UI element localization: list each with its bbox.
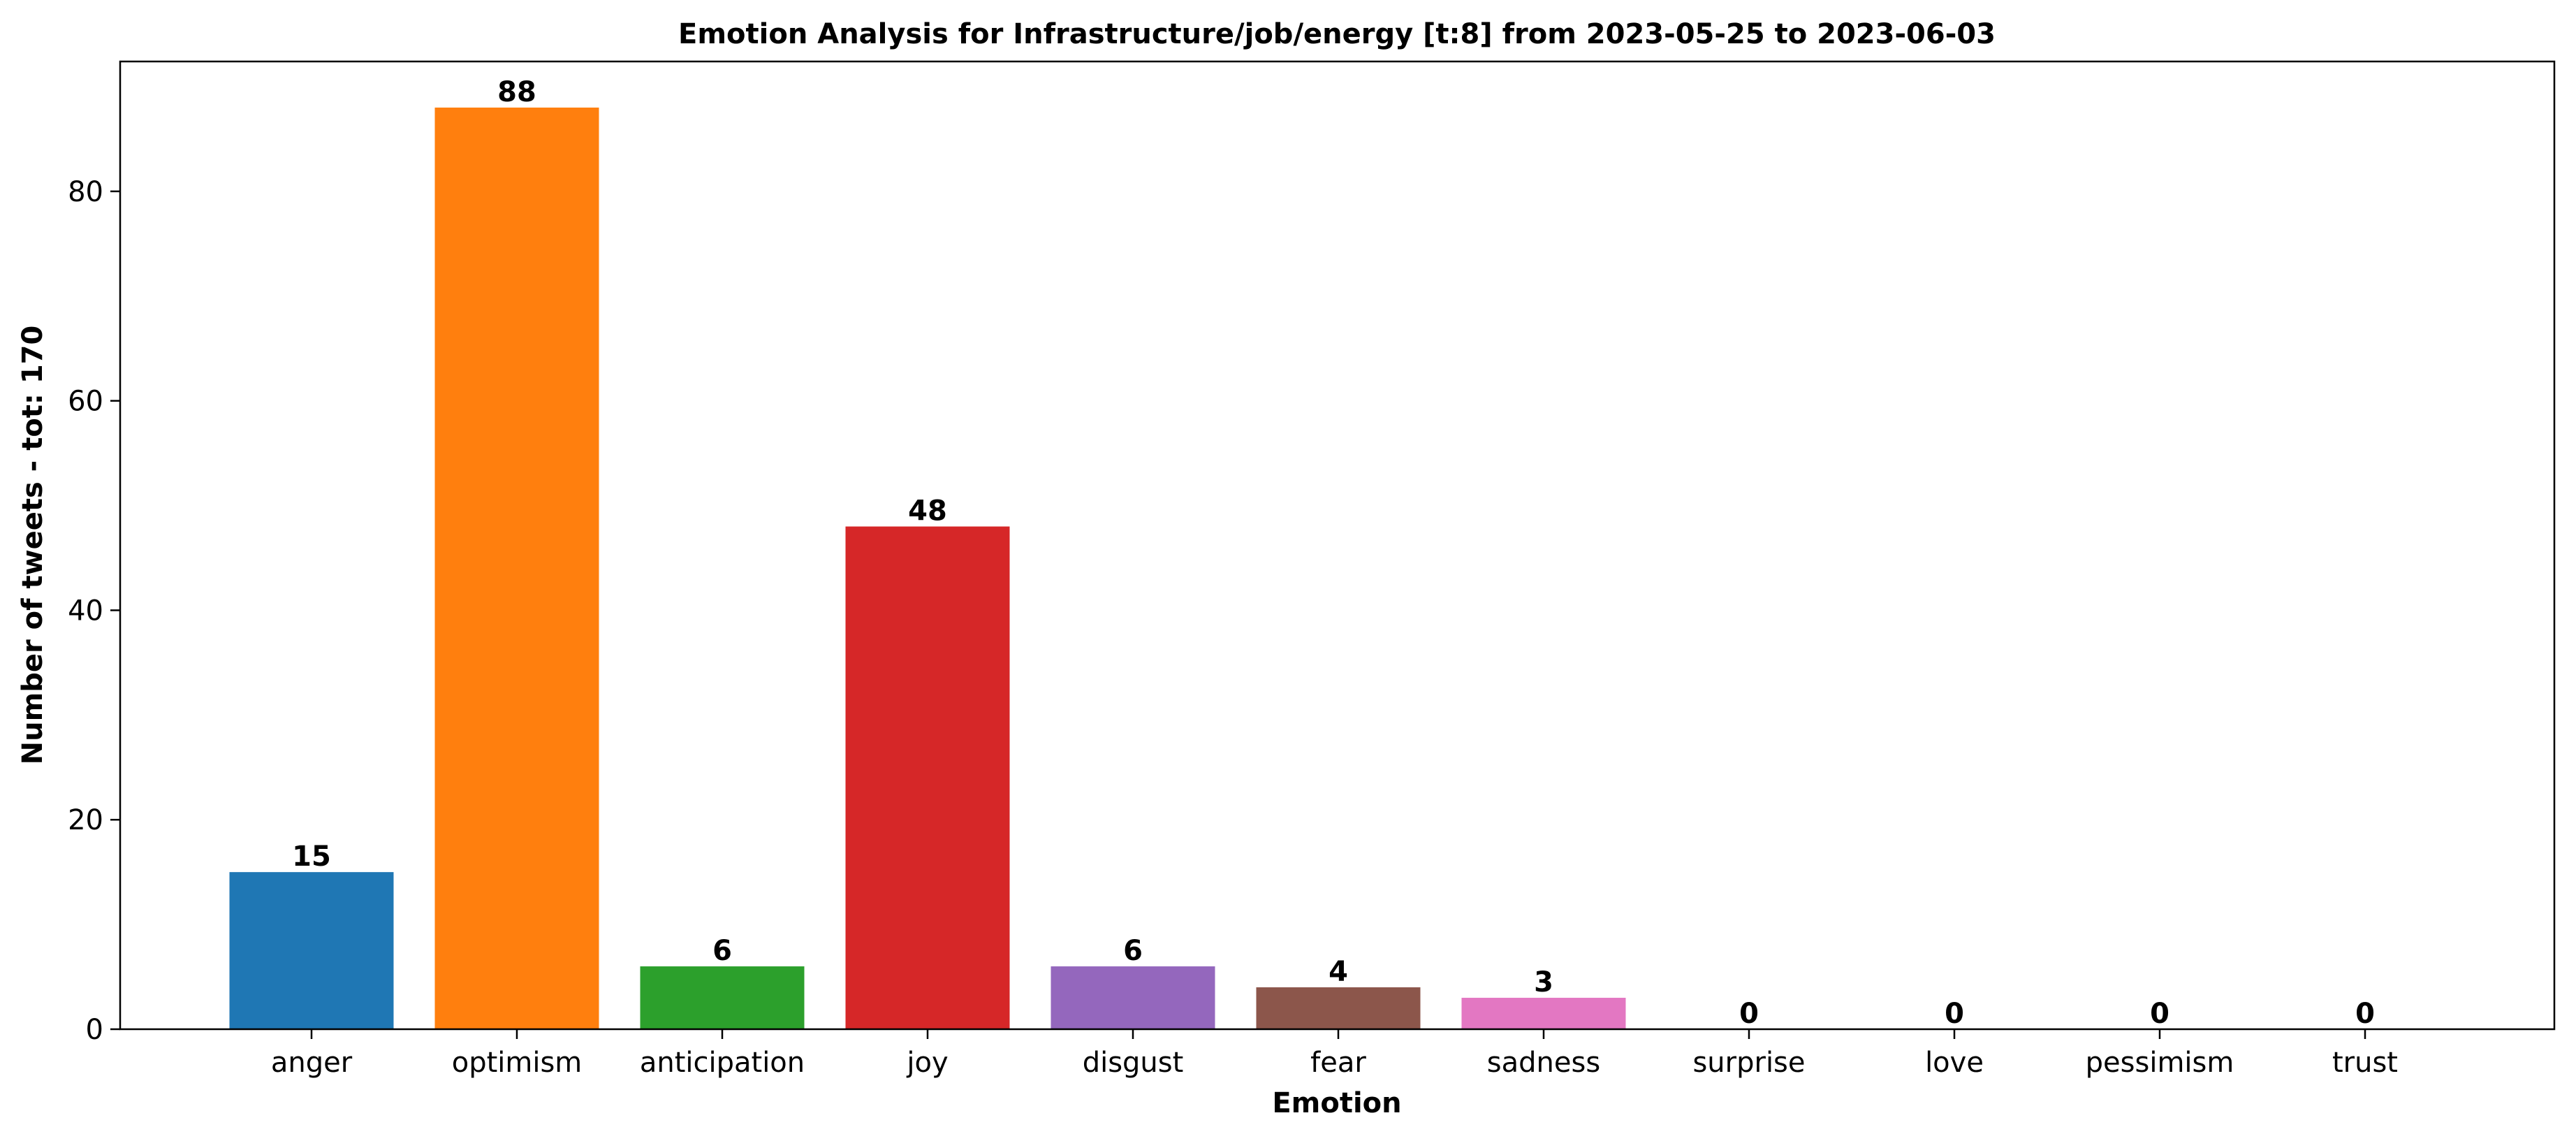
bar-disgust [1051, 966, 1215, 1029]
x-tick-label-love: love [1925, 1047, 1984, 1079]
y-tick-label-80: 80 [68, 176, 103, 208]
data-label-anger: 15 [292, 841, 331, 873]
bar-joy [845, 526, 1010, 1029]
bar-fear [1256, 987, 1421, 1029]
bar-sadness [1461, 998, 1626, 1029]
data-label-disgust: 6 [1123, 935, 1143, 967]
bar-anger [229, 872, 394, 1029]
ticks-layer: anger optimism anticipation joy disgust fear s… [68, 176, 2398, 1079]
data-label-anticipation: 6 [712, 935, 732, 967]
data-label-pessimism: 0 [2150, 998, 2169, 1030]
x-axis-label: Emotion [1272, 1087, 1401, 1119]
bar-anticipation [640, 966, 805, 1029]
chart-title: Emotion Analysis for Infrastructure/job/… [678, 18, 1996, 50]
x-tick-label-disgust: disgust [1083, 1047, 1184, 1079]
x-tick-label-anger: anger [271, 1047, 353, 1079]
x-tick-label-optimism: optimism [452, 1047, 583, 1079]
data-label-trust: 0 [2355, 998, 2375, 1030]
y-axis-label: Number of tweets - tot: 170 [17, 326, 49, 765]
x-tick-label-anticipation: anticipation [640, 1047, 805, 1079]
y-tick-label-60: 60 [68, 386, 103, 418]
data-label-sadness: 3 [1534, 966, 1553, 998]
data-label-optimism: 88 [497, 76, 536, 108]
x-tick-label-fear: fear [1310, 1047, 1366, 1079]
x-tick-label-surprise: surprise [1692, 1047, 1805, 1079]
data-label-surprise: 0 [1739, 998, 1759, 1030]
bars-layer: 15 88 6 48 6 4 3 0 0 0 0 [229, 76, 2375, 1030]
x-tick-label-pessimism: pessimism [2086, 1047, 2234, 1079]
x-tick-label-joy: joy [906, 1047, 948, 1079]
plot-frame [119, 60, 2556, 1031]
y-tick-label-20: 20 [68, 804, 103, 836]
x-tick-label-sadness: sadness [1487, 1047, 1600, 1079]
y-tick-label-0: 0 [86, 1014, 103, 1046]
data-label-fear: 4 [1329, 956, 1348, 988]
data-label-love: 0 [1945, 998, 1964, 1030]
data-label-joy: 48 [908, 495, 947, 528]
y-tick-label-40: 40 [68, 595, 103, 627]
bar-optimism [434, 107, 599, 1029]
x-tick-label-trust: trust [2332, 1047, 2398, 1079]
